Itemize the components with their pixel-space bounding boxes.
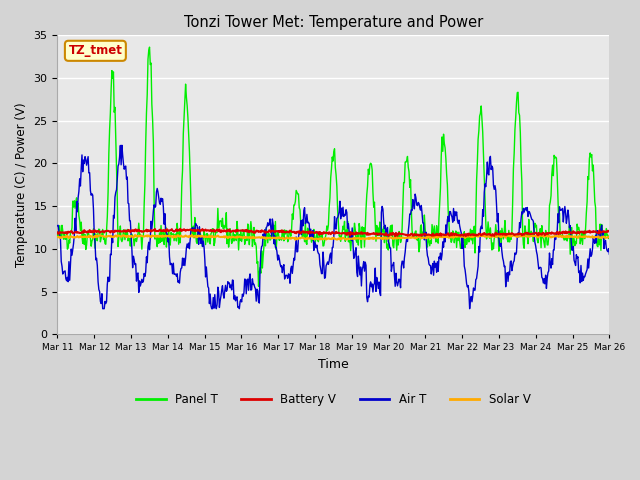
Y-axis label: Temperature (C) / Power (V): Temperature (C) / Power (V) bbox=[15, 103, 28, 267]
Title: Tonzi Tower Met: Temperature and Power: Tonzi Tower Met: Temperature and Power bbox=[184, 15, 483, 30]
Legend: Panel T, Battery V, Air T, Solar V: Panel T, Battery V, Air T, Solar V bbox=[131, 388, 536, 410]
X-axis label: Time: Time bbox=[318, 358, 349, 371]
Text: TZ_tmet: TZ_tmet bbox=[68, 44, 122, 57]
